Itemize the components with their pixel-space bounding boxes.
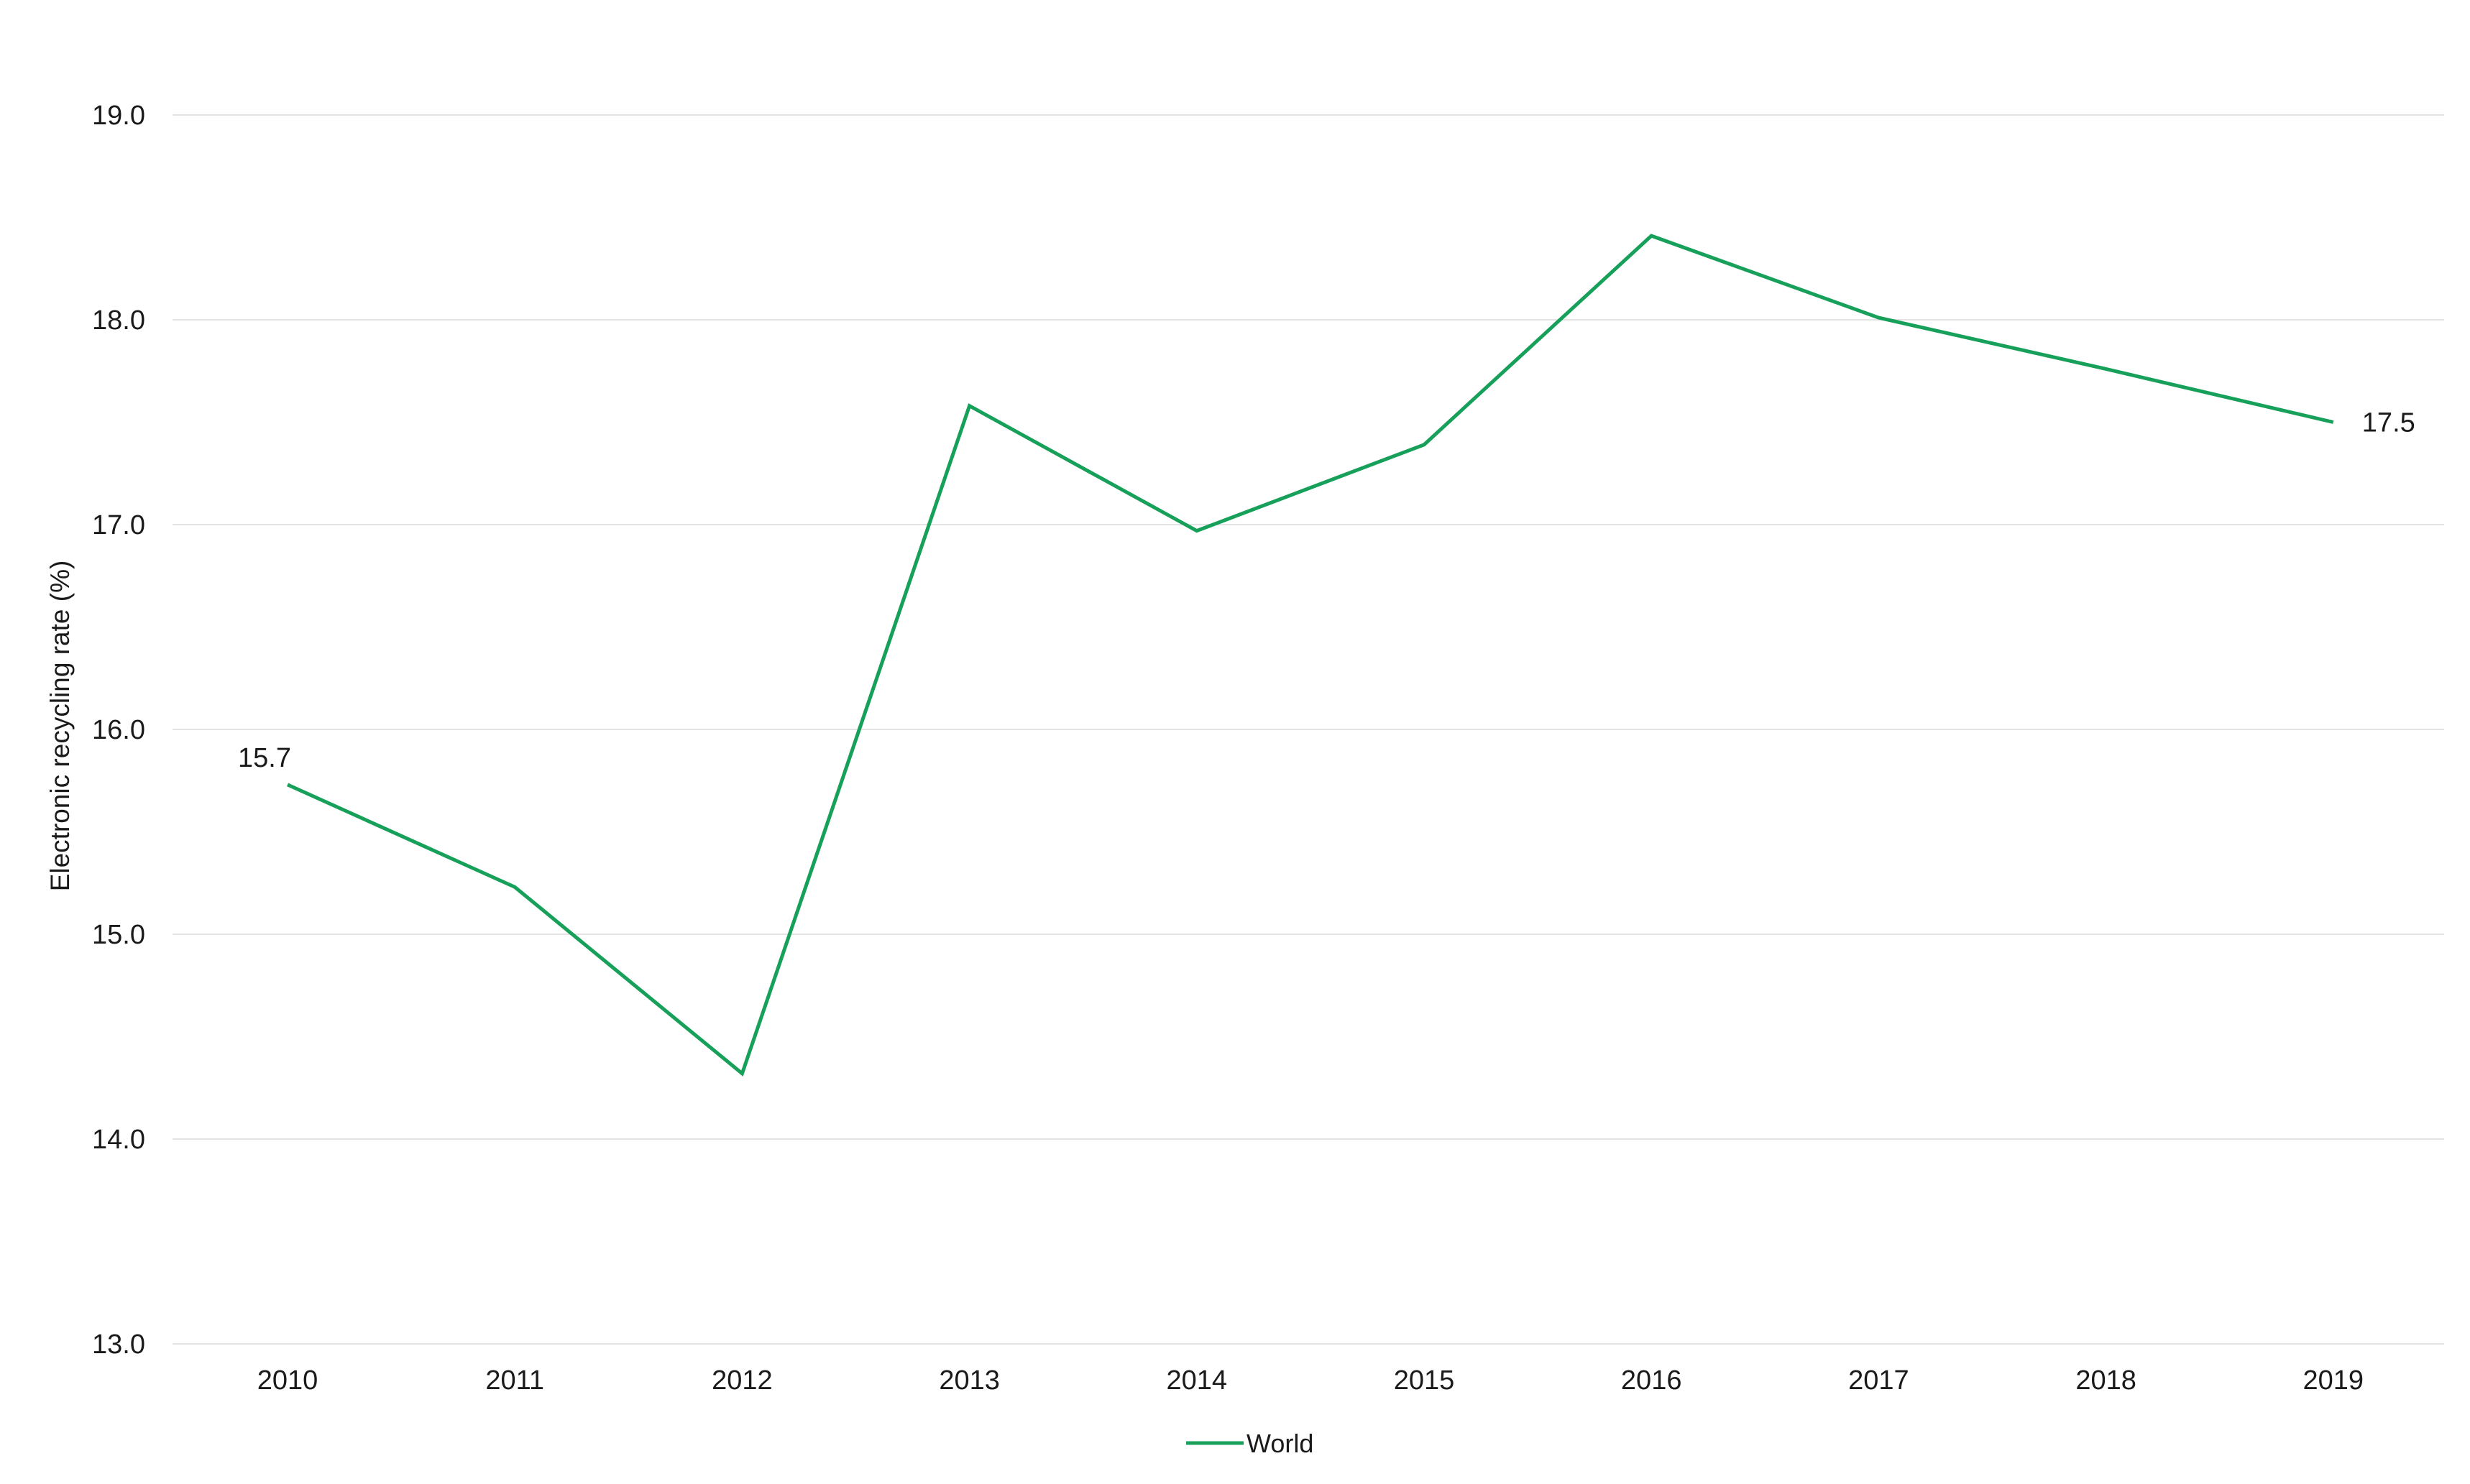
x-tick-label: 2017	[1848, 1365, 1909, 1396]
data-label: 15.7	[238, 743, 291, 773]
x-tick-label: 2014	[1167, 1365, 1228, 1396]
x-tick-label: 2015	[1394, 1365, 1455, 1396]
legend: World	[1186, 1429, 1313, 1458]
series-layer	[288, 236, 2333, 1074]
y-tick-label: 17.0	[92, 510, 145, 540]
x-tick-label: 2013	[939, 1365, 1000, 1396]
y-tick-label: 18.0	[92, 305, 145, 336]
x-tick-label: 2016	[1621, 1365, 1682, 1396]
y-axis-label: Electronic recycling rate (%)	[45, 561, 75, 892]
data-label: 17.5	[2362, 408, 2415, 438]
y-tick-label: 13.0	[92, 1329, 145, 1360]
y-tick-label: 16.0	[92, 715, 145, 745]
x-tick-label: 2018	[2075, 1365, 2136, 1396]
x-tick-label: 2011	[485, 1365, 544, 1396]
y-axis-ticks: 13.0 14.0 15.0 16.0 17.0 18.0 19.0	[92, 101, 145, 1360]
series-line-world	[288, 236, 2333, 1074]
x-axis-ticks: 2010 2011 2012 2013 2014 2015 2016 2017 2018 2019	[257, 1365, 2364, 1396]
y-tick-label: 15.0	[92, 920, 145, 950]
legend-label: World	[1247, 1429, 1313, 1458]
x-tick-label: 2012	[712, 1365, 773, 1396]
x-tick-label: 2019	[2303, 1365, 2364, 1396]
x-tick-label: 2010	[257, 1365, 318, 1396]
gridlines	[173, 115, 2444, 1344]
data-labels: 15.7 17.5	[238, 408, 2415, 773]
y-tick-label: 14.0	[92, 1125, 145, 1155]
y-tick-label: 19.0	[92, 101, 145, 131]
